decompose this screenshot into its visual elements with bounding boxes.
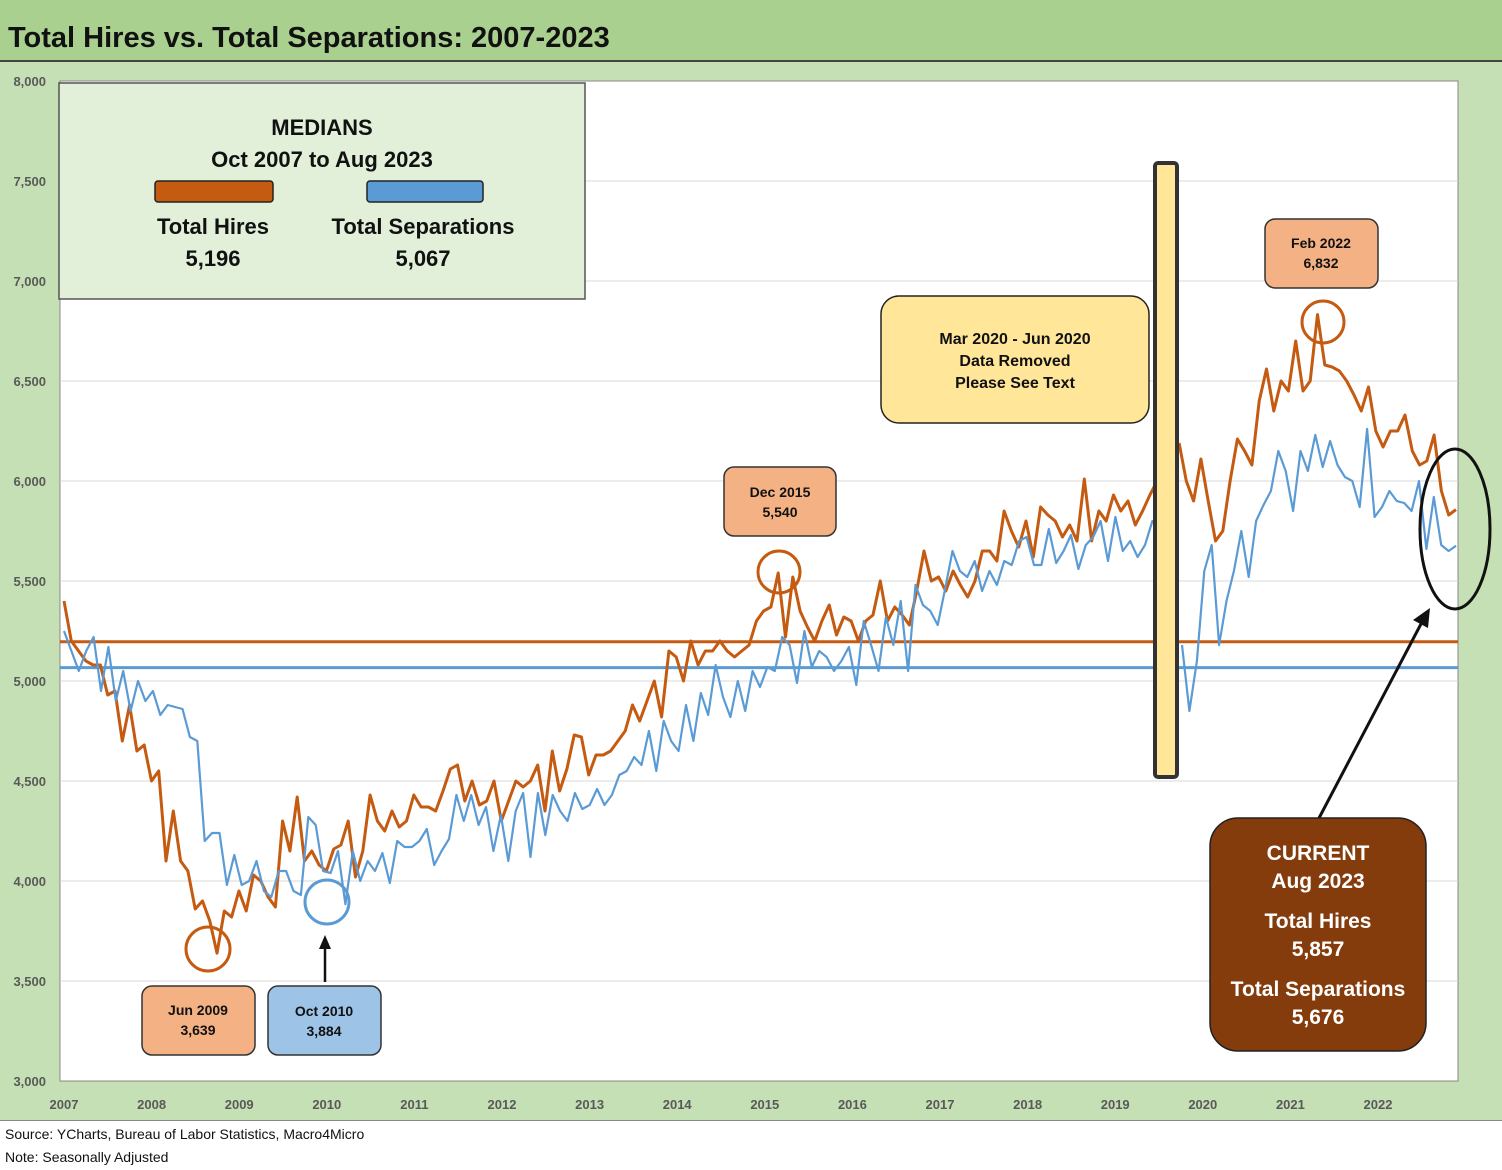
- y-tick-label: 4,500: [13, 774, 46, 789]
- median-layer: [60, 640, 1458, 670]
- oct2010-callout-box: [267, 985, 382, 1056]
- gap-callout-box: [880, 295, 1150, 424]
- jun2009-callout-box: [141, 985, 256, 1056]
- oct2010-callout: Oct 2010 3,884: [267, 985, 382, 1056]
- series-line-total-hires: [62, 473, 1166, 955]
- current-line1: CURRENT: [1267, 842, 1370, 865]
- gap-callout-line2: Data Removed: [959, 353, 1070, 370]
- jun2009-callout-line2: 3,639: [180, 1022, 215, 1038]
- current-callout-box: [1209, 817, 1427, 1052]
- oct2010-callout-line1: Oct 2010: [295, 1003, 354, 1019]
- seasonal-note: Note: Seasonally Adjusted: [5, 1149, 169, 1165]
- x-tick-label: 2015: [750, 1097, 779, 1112]
- current-arrow-head: [1413, 608, 1430, 628]
- legend-label-separations: Total Separations: [332, 214, 515, 239]
- y-tick-label: 4,000: [13, 874, 46, 889]
- y-tick-label: 6,000: [13, 474, 46, 489]
- current-callout: CURRENT Aug 2023 Total Hires 5,857 Total…: [1209, 817, 1427, 1052]
- gap-callout-line3: Please See Text: [955, 375, 1075, 392]
- legend-box: [58, 82, 586, 300]
- oct2010-arrow-head: [319, 935, 331, 949]
- x-tick-label: 2018: [1013, 1097, 1042, 1112]
- legend-swatch-separations: [366, 180, 484, 203]
- current-ellipse: [1418, 447, 1492, 611]
- jun2009-marker-circle: [184, 925, 232, 973]
- feb2022-callout-line1: Feb 2022: [1291, 235, 1351, 251]
- current-line3: Total Hires: [1265, 910, 1372, 933]
- x-tick-label: 2019: [1101, 1097, 1130, 1112]
- oct2010-callout-line2: 3,884: [306, 1023, 341, 1039]
- series-layer: [62, 313, 1457, 955]
- feb2022-callout-box: [1264, 218, 1379, 289]
- chart-frame: 3,000 3,500 4,000 4,500 5,000 5,500 6,000 6,500…: [0, 62, 1502, 1121]
- x-tick-label: 2008: [137, 1097, 166, 1112]
- gap-callout-line1: Mar 2020 - Jun 2020: [939, 331, 1090, 348]
- x-tick-label: 2016: [838, 1097, 867, 1112]
- feb2022-callout-line2: 6,832: [1303, 255, 1338, 271]
- x-tick-label: 2022: [1364, 1097, 1393, 1112]
- legend-title-line2: Oct 2007 to Aug 2023: [211, 147, 433, 172]
- current-line5: Total Separations: [1231, 978, 1406, 1001]
- dec2015-callout-line2: 5,540: [762, 504, 797, 520]
- oct2010-marker-circle: [303, 878, 351, 926]
- gap-callout: Mar 2020 - Jun 2020 Data Removed Please …: [880, 295, 1150, 424]
- dec2015-marker-circle: [756, 549, 802, 595]
- x-tick-label: 2012: [488, 1097, 517, 1112]
- dec2015-callout-line1: Dec 2015: [750, 484, 811, 500]
- jun2009-callout: Jun 2009 3,639: [141, 985, 256, 1056]
- series-line-total-hires: [1177, 313, 1457, 543]
- y-tick-label: 6,500: [13, 374, 46, 389]
- x-tick-label: 2017: [926, 1097, 955, 1112]
- y-tick-label: 5,000: [13, 674, 46, 689]
- y-tick-label: 3,500: [13, 974, 46, 989]
- title-bar: Total Hires vs. Total Separations: 2007-…: [0, 0, 1502, 62]
- x-tick-label: 2010: [312, 1097, 341, 1112]
- x-tick-label: 2020: [1188, 1097, 1217, 1112]
- series-line-total-separations: [62, 515, 1168, 906]
- legend-title-line1: MEDIANS: [271, 115, 372, 140]
- y-tick-label: 7,500: [13, 174, 46, 189]
- chart-title: Total Hires vs. Total Separations: 2007-…: [8, 22, 610, 54]
- legend-label-hires: Total Hires: [157, 214, 269, 239]
- current-arrow-line: [1316, 621, 1424, 821]
- source-note: Source: YCharts, Bureau of Labor Statist…: [5, 1126, 365, 1142]
- dec2015-callout: Dec 2015 5,540: [723, 466, 837, 537]
- current-line2: Aug 2023: [1271, 870, 1364, 893]
- y-tick-label: 5,500: [13, 574, 46, 589]
- feb2022-marker-circle: [1300, 299, 1346, 345]
- x-tick-label: 2021: [1276, 1097, 1305, 1112]
- x-tick-label: 2009: [225, 1097, 254, 1112]
- legend-swatch-hires: [154, 180, 274, 203]
- x-tick-label: 2007: [50, 1097, 79, 1112]
- legend: MEDIANS Oct 2007 to Aug 2023 Total Hires…: [58, 82, 586, 300]
- feb2022-callout: Feb 2022 6,832: [1264, 218, 1379, 289]
- chart-svg: 3,000 3,500 4,000 4,500 5,000 5,500 6,000 6,500…: [13, 74, 1492, 1112]
- y-tick-label: 3,000: [13, 1074, 46, 1089]
- jun2009-callout-line1: Jun 2009: [168, 1002, 228, 1018]
- current-line4: 5,857: [1292, 938, 1345, 961]
- dec2015-callout-box: [723, 466, 837, 537]
- series-line-total-separations: [1180, 427, 1457, 713]
- x-axis: 2007 2008 2009 2010 2011 2012 2013 2014 2015 2016…: [50, 1097, 1393, 1112]
- y-tick-label: 8,000: [13, 74, 46, 89]
- x-tick-label: 2013: [575, 1097, 604, 1112]
- y-axis: 3,000 3,500 4,000 4,500 5,000 5,500 6,000 6,500…: [13, 74, 46, 1089]
- legend-value-separations: 5,067: [395, 246, 450, 271]
- current-line6: 5,676: [1292, 1006, 1345, 1029]
- x-tick-label: 2014: [663, 1097, 693, 1112]
- x-tick-label: 2011: [400, 1097, 428, 1112]
- data-gap-bar: [1153, 161, 1179, 779]
- y-tick-label: 7,000: [13, 274, 46, 289]
- legend-value-hires: 5,196: [185, 246, 240, 271]
